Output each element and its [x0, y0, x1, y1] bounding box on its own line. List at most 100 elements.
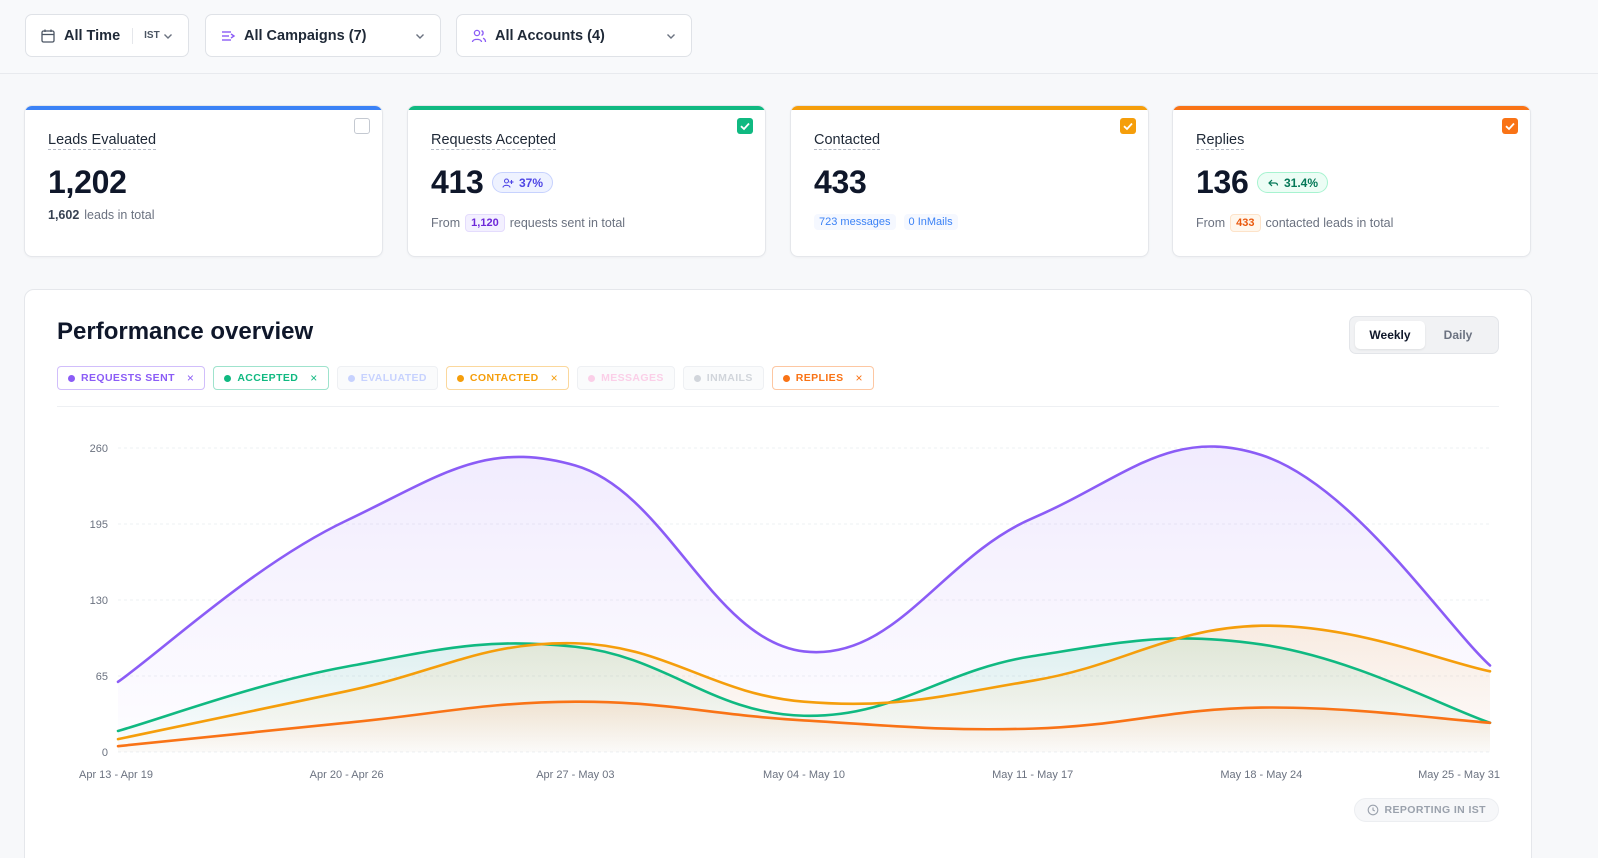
legend-dot	[588, 374, 596, 382]
timezone-label: IST	[132, 27, 160, 44]
legend-label: REPLIES	[795, 372, 844, 384]
legend-dot	[347, 374, 355, 382]
legend-label: EVALUATED	[360, 372, 427, 384]
legend-dot	[456, 374, 464, 382]
card-accent-bar	[408, 106, 765, 110]
legend-chip-contacted[interactable]: CONTACTED ×	[445, 366, 570, 390]
legend-label: REQUESTS SENT	[81, 372, 175, 384]
legend-chip-inmails[interactable]: INMAILS	[682, 366, 764, 390]
x-tick-label: May 04 - May 10	[763, 769, 845, 781]
legend-dot	[68, 374, 75, 382]
legend-dot	[782, 374, 790, 382]
legend-dot	[224, 374, 232, 382]
reply-icon	[1268, 179, 1279, 186]
series-line-requests-sent	[116, 445, 1492, 684]
close-icon[interactable]: ×	[855, 371, 863, 385]
check-icon	[1123, 122, 1133, 131]
card-leads-evaluated: Leads Evaluated 1,202 1,602 leads in tot…	[24, 105, 383, 257]
series-legend: REQUESTS SENT × ACCEPTED × EVALUATED CONTACTE…	[57, 366, 874, 390]
x-tick-label: May 11 - May 17	[992, 769, 1073, 781]
performance-panel: Performance overview Weekly Daily REQUES…	[24, 289, 1532, 858]
acceptance-rate-badge: 37%	[492, 172, 554, 193]
close-icon[interactable]: ×	[186, 371, 195, 385]
card-title: Leads Evaluated	[48, 132, 157, 150]
card-toggle-checkbox[interactable]	[1120, 118, 1136, 134]
card-accent-bar	[1173, 106, 1530, 110]
chevron-down-icon	[162, 30, 174, 42]
granularity-toggle: Weekly Daily	[1349, 316, 1499, 354]
divider	[57, 406, 1499, 407]
acceptance-rate-value: 37%	[519, 175, 544, 190]
card-replies: Replies 136 31.4% From 433 contacted lea…	[1172, 105, 1531, 257]
series-line-accepted	[116, 637, 1492, 733]
inmails-link[interactable]: 0 InMails	[903, 214, 958, 230]
reporting-badge: REPORTING IN IST	[1353, 798, 1499, 822]
chevron-down-icon	[414, 30, 426, 42]
card-subtext: From 433 contacted leads in total	[1196, 214, 1393, 232]
card-subtext: 1,602 leads in total	[48, 208, 154, 222]
x-tick-label: May 18 - May 24	[1220, 769, 1302, 781]
card-requests-accepted: Requests Accepted 413 37% From 1,120 req…	[407, 105, 766, 257]
series-area-replies	[118, 701, 1490, 752]
check-icon	[1505, 122, 1515, 131]
close-icon[interactable]: ×	[550, 371, 559, 385]
legend-chip-accepted[interactable]: ACCEPTED ×	[213, 366, 329, 390]
sub-text: requests sent in total	[509, 216, 626, 230]
accounts-filter[interactable]: All Accounts (4)	[456, 14, 692, 57]
panel-title: Performance overview	[57, 318, 314, 345]
calendar-icon	[40, 28, 56, 44]
time-range-label: All Time	[64, 27, 121, 44]
users-icon	[471, 28, 487, 44]
leads-total-count: 1,602	[48, 208, 80, 222]
performance-chart: 0 65 130 195 260 Apr 13 - Apr 19 Apr 20 - Apr …	[79, 443, 1500, 781]
card-accent-bar	[791, 106, 1148, 110]
user-plus-icon	[502, 177, 514, 188]
time-range-filter[interactable]: All Time IST	[25, 14, 189, 57]
campaigns-label: All Campaigns (7)	[244, 27, 367, 44]
card-title: Requests Accepted	[431, 132, 556, 150]
legend-dot	[693, 374, 701, 382]
card-title: Contacted	[814, 132, 881, 150]
legend-chip-evaluated[interactable]: EVALUATED	[336, 366, 438, 390]
x-tick-label: May 25 - May 31	[1418, 769, 1500, 781]
card-title: Replies	[1196, 132, 1245, 150]
weekly-button[interactable]: Weekly	[1355, 321, 1425, 349]
clock-icon	[1367, 804, 1378, 816]
y-tick-label: 195	[90, 519, 108, 531]
legend-label: MESSAGES	[601, 372, 664, 384]
sub-prefix: From	[1196, 216, 1226, 230]
legend-chip-requests-sent[interactable]: REQUESTS SENT ×	[57, 366, 206, 390]
y-tick-label: 260	[90, 443, 108, 455]
y-tick-label: 130	[90, 595, 108, 607]
daily-button[interactable]: Daily	[1443, 328, 1473, 342]
series-line-replies	[116, 700, 1492, 748]
requests-sent-chip: 1,120	[465, 214, 505, 232]
legend-label: CONTACTED	[469, 372, 539, 384]
card-accent-bar	[25, 106, 382, 110]
sub-prefix: From	[431, 216, 461, 230]
x-tick-label: Apr 27 - May 03	[536, 769, 614, 781]
card-subtext: From 1,120 requests sent in total	[431, 214, 625, 232]
card-contacted: Contacted 433 723 messages 0 InMails	[790, 105, 1149, 257]
card-toggle-checkbox[interactable]	[737, 118, 753, 134]
campaigns-filter[interactable]: All Campaigns (7)	[205, 14, 441, 57]
card-toggle-checkbox[interactable]	[1502, 118, 1518, 134]
card-value: 413	[431, 164, 484, 200]
reporting-label: REPORTING IN IST	[1384, 804, 1486, 816]
card-value: 136	[1196, 164, 1249, 200]
card-toggle-checkbox[interactable]	[354, 118, 370, 134]
legend-label: INMAILS	[706, 372, 753, 384]
campaign-list-icon	[220, 28, 236, 44]
legend-chip-messages[interactable]: MESSAGES	[577, 366, 675, 390]
x-tick-label: Apr 13 - Apr 19	[79, 769, 153, 781]
legend-label: ACCEPTED	[237, 372, 299, 384]
messages-link[interactable]: 723 messages	[814, 214, 896, 230]
legend-chip-replies[interactable]: REPLIES ×	[771, 366, 874, 390]
series-line-contacted	[116, 624, 1492, 741]
filter-bar: All Time IST All Campaigns (7) All Accou…	[0, 0, 1598, 74]
y-tick-label: 0	[102, 747, 108, 759]
x-tick-label: Apr 20 - Apr 26	[310, 769, 384, 781]
card-subtext: 723 messages 0 InMails	[814, 214, 958, 230]
close-icon[interactable]: ×	[310, 371, 318, 385]
reply-rate-value: 31.4%	[1284, 175, 1319, 190]
